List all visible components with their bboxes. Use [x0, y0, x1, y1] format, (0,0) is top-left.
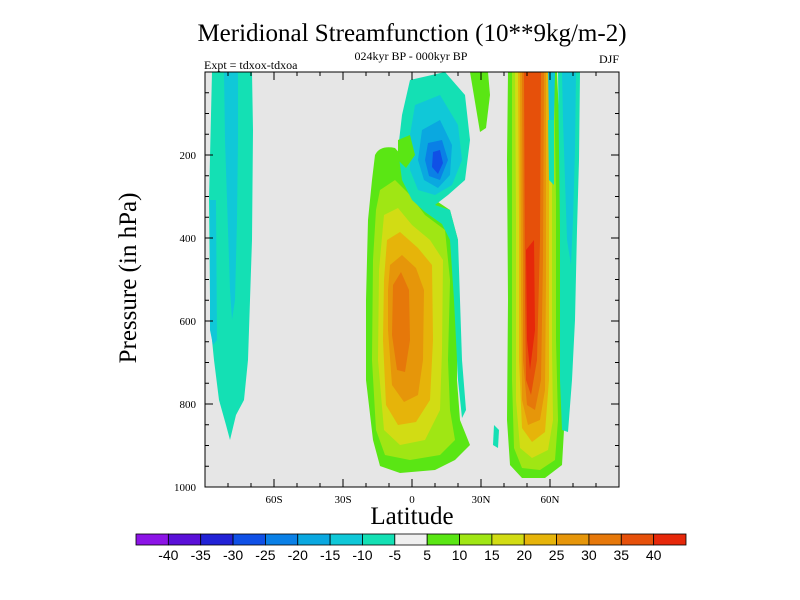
colorbar: -40 -35 -30 -25 -20 -15 -10 -5 5 10 15 2…	[135, 533, 687, 563]
contour-southern-negative-cell	[209, 72, 253, 440]
y-axis-title: Pressure (in hPa)	[115, 193, 142, 364]
colorbar-swatch	[426, 533, 460, 546]
colorbar-label: 15	[484, 547, 500, 563]
colorbar-label: -5	[389, 547, 402, 563]
colorbar-swatch	[200, 533, 234, 546]
y-tick-labels: 200 400 600 800 1000	[174, 150, 197, 494]
colorbar-swatch	[297, 533, 331, 546]
contour-upper-positive-patches	[398, 72, 490, 168]
subtitle-right: DJF	[599, 52, 619, 66]
contour-northern-positive-cell	[507, 72, 564, 478]
contour-level	[530, 72, 536, 110]
contour-level	[470, 72, 490, 132]
contour-level	[398, 135, 415, 168]
y-tick-label: 600	[180, 316, 197, 328]
contour-northern-negative-band	[548, 72, 580, 432]
x-tick-label: 60N	[541, 494, 560, 506]
contour-tropical-positive-cell	[366, 147, 470, 474]
colorbar-swatch	[556, 533, 590, 546]
colorbar-label: -15	[320, 547, 340, 563]
colorbar-swatch	[394, 533, 428, 546]
chart-title: Meridional Streamfunction (10**9kg/m-2)	[197, 20, 626, 47]
colorbar-swatch	[232, 533, 266, 546]
colorbar-swatch	[588, 533, 622, 546]
y-tick-label: 400	[180, 233, 197, 245]
colorbar-label: 40	[646, 547, 662, 563]
colorbar-label: -35	[191, 547, 211, 563]
colorbar-swatch	[523, 533, 557, 546]
contour-level	[548, 120, 554, 185]
contour-level	[432, 150, 443, 174]
contour-level	[526, 240, 535, 370]
colorbar-label: -30	[223, 547, 243, 563]
colorbar-swatch	[362, 533, 396, 546]
contour-upper-tropical-negative-cell	[398, 72, 499, 448]
x-tick-labels: 60S 30S 0 30N 60N	[265, 494, 559, 506]
x-tick-label: 0	[409, 494, 415, 506]
colorbar-swatch	[653, 533, 687, 546]
contour-level	[210, 200, 217, 345]
x-axis-title: Latitude	[370, 503, 453, 530]
colorbar-swatch	[491, 533, 525, 546]
y-tick-label: 200	[180, 150, 197, 162]
contour-fields	[209, 72, 580, 478]
contour-level	[224, 72, 238, 320]
colorbar-swatch	[620, 533, 655, 546]
colorbar-label: 10	[452, 547, 468, 563]
axis-ticks	[204, 71, 620, 488]
colorbar-label: 5	[423, 547, 431, 563]
contour-level	[493, 425, 499, 448]
colorbar-label: 30	[581, 547, 597, 563]
colorbar-swatch	[167, 533, 202, 546]
colorbar-swatches	[135, 533, 687, 546]
colorbar-swatch	[329, 533, 363, 546]
contour-level	[392, 272, 410, 372]
y-tick-label: 800	[180, 399, 197, 411]
colorbar-labels: -40 -35 -30 -25 -20 -15 -10 -5 5 10 15 2…	[158, 547, 661, 563]
colorbar-label: -20	[288, 547, 308, 563]
colorbar-label: 25	[549, 547, 565, 563]
x-tick-label: 60S	[265, 494, 282, 506]
colorbar-label: 35	[614, 547, 630, 563]
colorbar-swatch	[135, 533, 169, 546]
colorbar-label: -10	[352, 547, 372, 563]
subtitle-left: Expt = tdxox-tdxoa	[204, 58, 298, 72]
x-tick-label: 30N	[472, 494, 491, 506]
x-tick-label: 30S	[334, 494, 351, 506]
contour-level	[562, 72, 576, 265]
y-tick-label: 1000	[174, 482, 197, 494]
colorbar-label: -25	[255, 547, 275, 563]
contour-level	[548, 72, 555, 120]
colorbar-label: 20	[516, 547, 532, 563]
colorbar-swatch	[459, 533, 493, 546]
subtitle-center: 024kyr BP - 000kyr BP	[355, 49, 468, 63]
colorbar-swatch	[265, 533, 299, 546]
colorbar-label: -40	[158, 547, 178, 563]
